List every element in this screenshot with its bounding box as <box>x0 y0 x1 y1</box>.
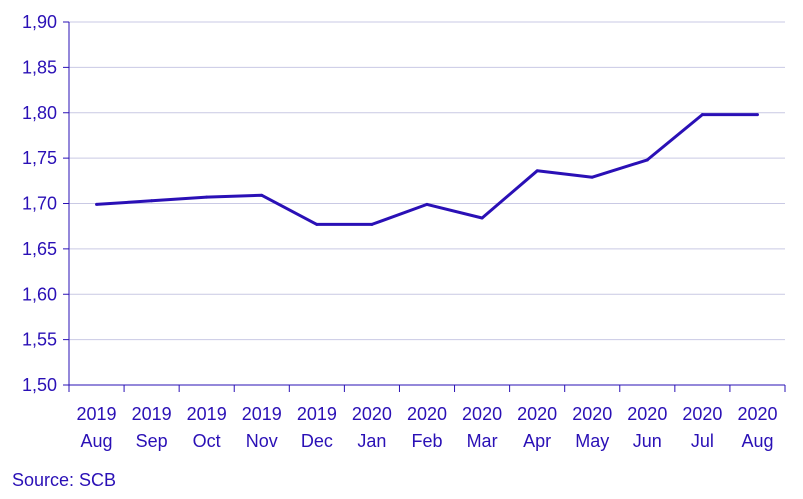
x-tick-label-year: 2020 <box>352 404 392 424</box>
x-tick-label-year: 2020 <box>407 404 447 424</box>
y-tick-label: 1,50 <box>22 375 57 395</box>
data-point <box>260 193 264 197</box>
x-tick-label-month: Jun <box>633 431 662 451</box>
y-tick-labels: 1,50 1,55 1,60 1,65 1,70 1,75 1,80 1,85 1,90 <box>22 12 57 395</box>
series-line <box>96 113 758 226</box>
x-tick-label-year: 2020 <box>517 404 557 424</box>
x-tick-labels: 2019 Aug 2019 Sep 2019 Oct 2019 Nov 2019 Dec 2020 J… <box>77 404 778 451</box>
y-tick-label: 1,70 <box>22 194 57 214</box>
line-chart: 1,50 1,55 1,60 1,65 1,70 1,75 1,80 1,85 1,90 201… <box>22 12 786 451</box>
x-tick-label-month: Jul <box>691 431 714 451</box>
x-tick-label-year: 2020 <box>737 404 777 424</box>
y-tick-label: 1,55 <box>22 330 57 350</box>
data-point <box>150 199 154 203</box>
x-tick-label-month: Nov <box>246 431 278 451</box>
x-tick-label-month: Aug <box>741 431 773 451</box>
y-tick-label: 1,90 <box>22 12 57 32</box>
x-tick-label-year: 2019 <box>77 404 117 424</box>
y-tick-label: 1,60 <box>22 284 57 304</box>
x-tick-label-month: Aug <box>81 431 113 451</box>
x-tick-label-month: Feb <box>411 431 442 451</box>
source-note: Source: SCB <box>12 470 117 490</box>
series <box>95 113 759 226</box>
x-tick-label-month: Apr <box>523 431 551 451</box>
data-point <box>700 113 704 117</box>
y-tick-label: 1,85 <box>22 57 57 77</box>
x-tick-label-year: 2020 <box>682 404 722 424</box>
data-point <box>95 202 99 206</box>
x-tick-label-year: 2020 <box>462 404 502 424</box>
x-tick-label-year: 2019 <box>242 404 282 424</box>
axes <box>63 21 786 392</box>
data-point <box>425 202 429 206</box>
x-tick-label-month: Sep <box>136 431 168 451</box>
y-tick-label: 1,75 <box>22 148 57 168</box>
x-tick-label-month: Jan <box>357 431 386 451</box>
data-point <box>205 195 209 199</box>
data-point <box>480 216 484 220</box>
data-point <box>535 169 539 173</box>
data-point <box>370 222 374 226</box>
y-tick-label: 1,80 <box>22 103 57 123</box>
x-tick-label-month: Dec <box>301 431 333 451</box>
x-tick-label-year: 2019 <box>187 404 227 424</box>
y-tick-label: 1,65 <box>22 239 57 259</box>
data-point <box>590 175 594 179</box>
x-tick-label-month: May <box>575 431 609 451</box>
x-tick-label-year: 2019 <box>297 404 337 424</box>
x-tick-label-year: 2020 <box>572 404 612 424</box>
x-tick-label-year: 2020 <box>627 404 667 424</box>
x-tick-label-year: 2019 <box>132 404 172 424</box>
data-point <box>645 158 649 162</box>
x-tick-label-month: Mar <box>467 431 498 451</box>
gridlines <box>69 21 785 341</box>
data-point <box>755 113 759 117</box>
x-tick-label-month: Oct <box>193 431 221 451</box>
data-point <box>315 222 319 226</box>
